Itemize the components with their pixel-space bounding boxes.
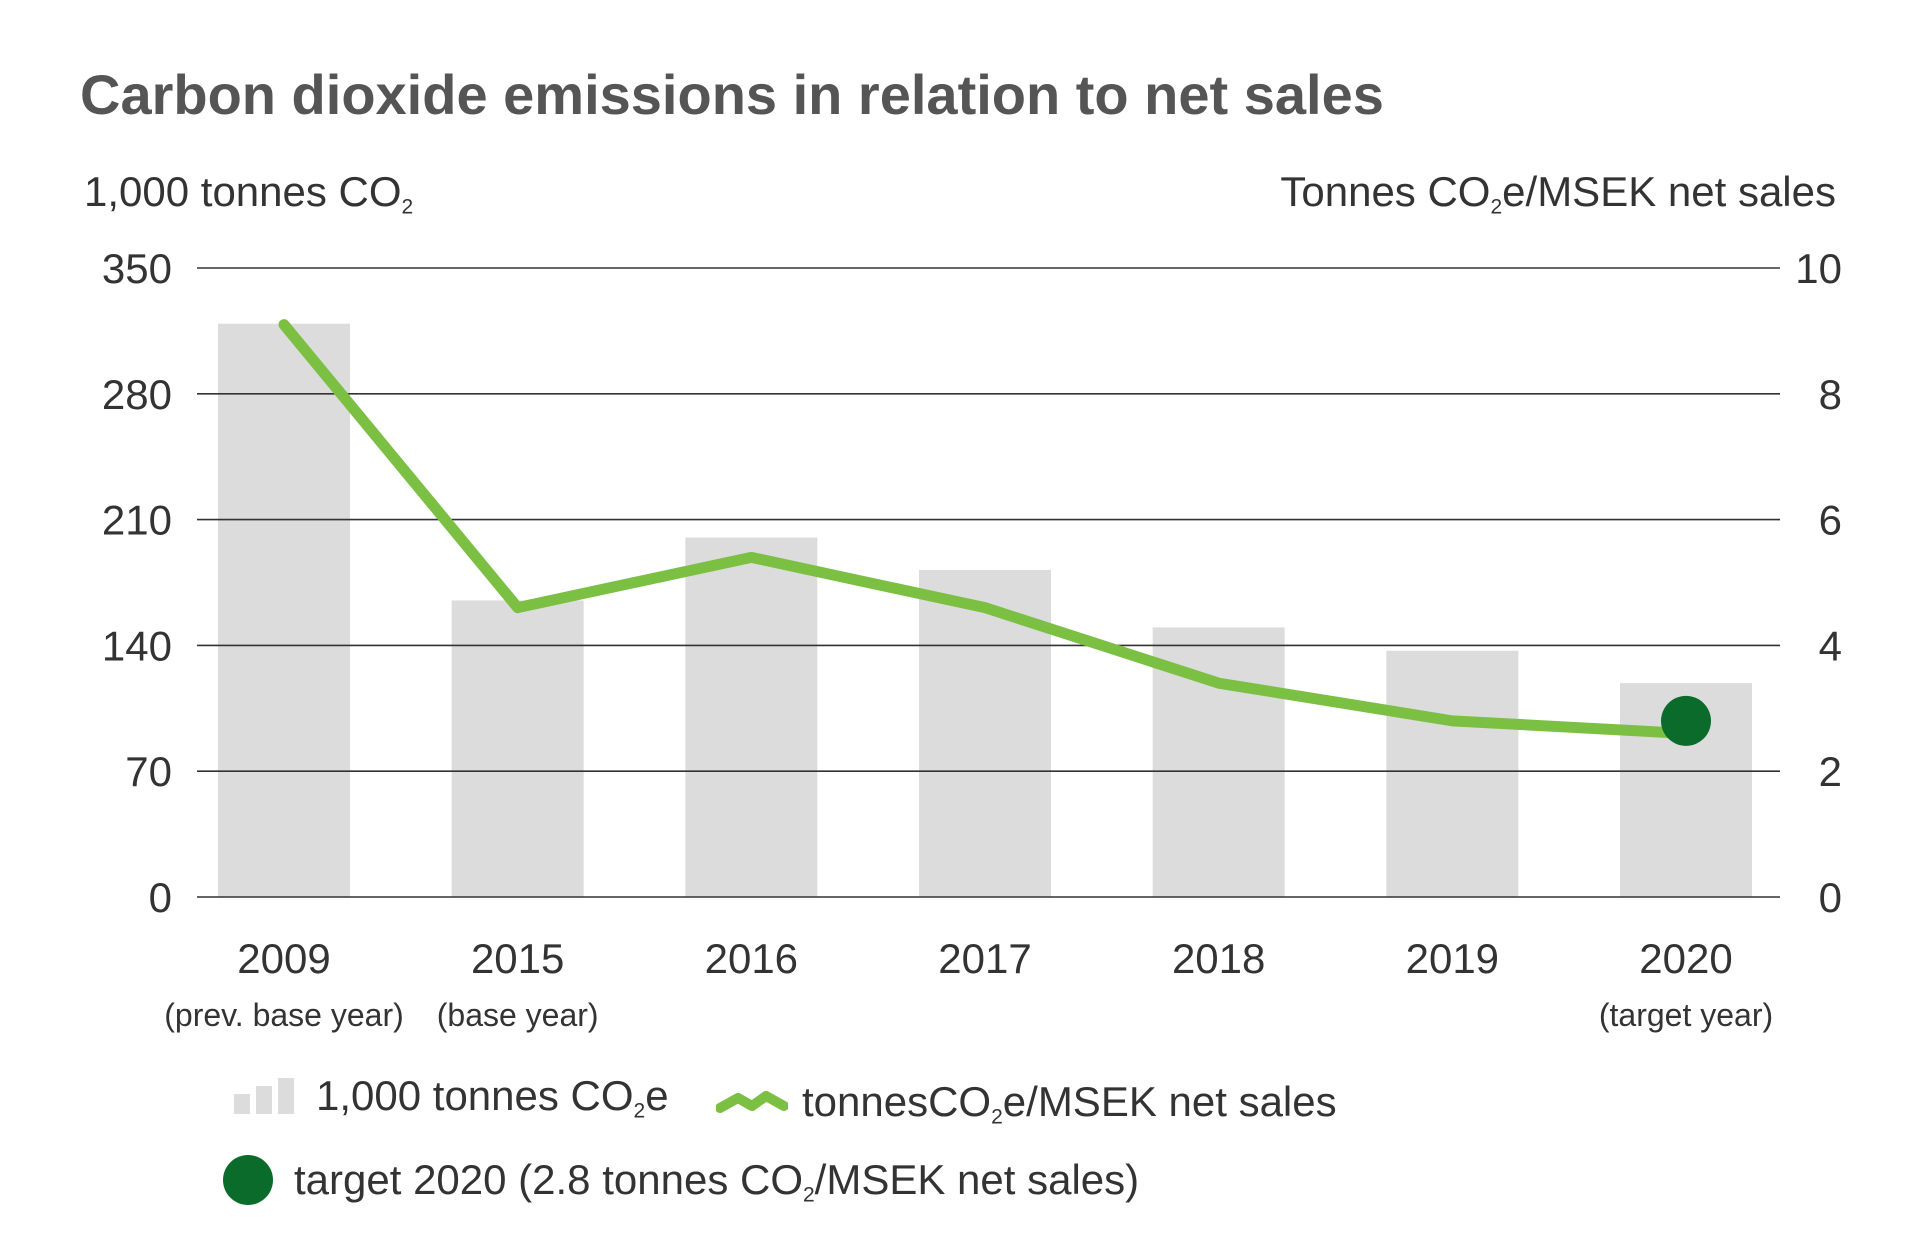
x-tick-note: (prev. base year) — [164, 997, 404, 1033]
left-axis-title-main: 1,000 tonnes CO — [84, 168, 402, 215]
legend-item-bars: 1,000 tonnes CO2e — [232, 1072, 669, 1123]
left-tick-label: 70 — [125, 748, 172, 795]
legend-label-line: tonnesCO2e/MSEK net sales — [802, 1078, 1337, 1129]
x-tick-note: (target year) — [1599, 997, 1773, 1033]
legend-item-line: tonnesCO2e/MSEK net sales — [716, 1078, 1337, 1129]
bar-2009 — [218, 323, 350, 897]
x-tick-label: 2019 — [1406, 935, 1499, 982]
left-tick-label: 350 — [102, 245, 172, 292]
legend-line-sub: 2 — [991, 1105, 1003, 1129]
right-tick-label: 4 — [1819, 622, 1842, 669]
right-tick-label: 0 — [1819, 874, 1842, 921]
legend-bars-tail: e — [645, 1072, 669, 1119]
bar-swatch-icon — [234, 1078, 294, 1114]
left-axis-title-sub: 2 — [401, 195, 414, 219]
right-tick-label: 6 — [1819, 497, 1842, 544]
right-axis-title-tail: e/MSEK net sales — [1502, 168, 1836, 215]
legend-target-tail: /MSEK net sales) — [814, 1156, 1140, 1203]
legend-target-sub: 2 — [802, 1183, 815, 1207]
legend-item-target: target 2020 (2.8 tonnes CO2/MSEK net sal… — [222, 1154, 1139, 1206]
target-dot-icon — [223, 1155, 273, 1205]
line-swatch-icon — [716, 1091, 788, 1113]
x-tick-label: 2009 — [237, 935, 330, 982]
right-tick-label: 8 — [1819, 371, 1842, 418]
legend-bars-sub: 2 — [633, 1099, 646, 1123]
right-tick-label: 2 — [1819, 748, 1842, 795]
right-axis-title-main: Tonnes CO — [1280, 168, 1491, 215]
target-point-2020 — [1661, 695, 1711, 746]
legend-label-bars: 1,000 tonnes CO2e — [316, 1072, 669, 1123]
bar-2019 — [1386, 650, 1519, 897]
x-tick-note: (base year) — [437, 997, 599, 1033]
right-axis-title: Tonnes CO2e/MSEK net sales — [1280, 168, 1836, 219]
legend-bars-main: 1,000 tonnes CO — [316, 1072, 634, 1119]
x-tick-label: 2016 — [705, 935, 798, 982]
left-tick-label: 140 — [102, 622, 172, 669]
x-tick-label: 2018 — [1172, 935, 1265, 982]
legend-line-tail: e/MSEK net sales — [1002, 1078, 1337, 1125]
x-tick-label: 2015 — [471, 935, 564, 982]
left-axis-title: 1,000 tonnes CO2 — [84, 168, 414, 219]
bar-2016 — [685, 537, 818, 897]
right-tick-label: 10 — [1795, 245, 1842, 292]
chart-title: Carbon dioxide emissions in relation to … — [80, 63, 1384, 126]
x-tick-label: 2020 — [1639, 935, 1732, 982]
left-tick-label: 210 — [102, 497, 172, 544]
left-tick-label: 280 — [102, 371, 172, 418]
x-tick-label: 2017 — [938, 935, 1031, 982]
legend-line-main: tonnesCO — [802, 1078, 992, 1125]
right-axis-title-sub: 2 — [1490, 195, 1503, 219]
legend-label-target: target 2020 (2.8 tonnes CO2/MSEK net sal… — [294, 1156, 1140, 1207]
legend-target-main: target 2020 (2.8 tonnes CO — [294, 1156, 803, 1203]
bar-2015 — [451, 600, 584, 897]
left-tick-label: 0 — [149, 874, 172, 921]
